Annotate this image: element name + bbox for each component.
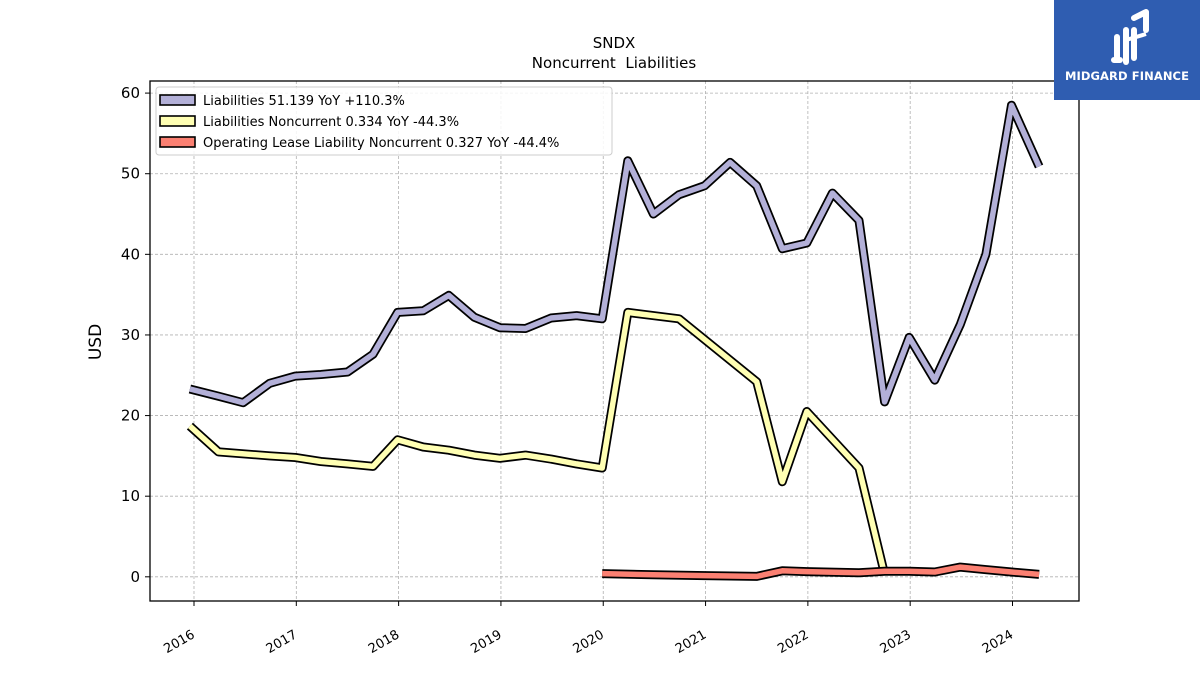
y-tick-label: 60: [121, 84, 140, 102]
brand-logo: MIDGARD FINANCE: [1054, 0, 1200, 100]
grid-lines: [150, 81, 1079, 601]
x-tick-label: 2021: [673, 627, 709, 657]
x-tick-label: 2022: [775, 627, 811, 657]
chart-title: SNDX: [593, 34, 636, 52]
legend-swatch-0: [159, 94, 196, 106]
plot-frame: [149, 80, 1080, 602]
legend-box: [155, 86, 613, 156]
legend-label-0: Liabilities 51.139 YoY +110.3%: [203, 94, 405, 109]
series-lines: [186, 100, 1044, 581]
x-tick-label: 2018: [366, 627, 402, 657]
series-line-2: [602, 564, 1040, 580]
legend[interactable]: Liabilities 51.139 YoY +110.3% Liabilitie…: [155, 86, 613, 156]
x-tick-label: 2020: [571, 627, 607, 657]
series-outline-1: [186, 307, 889, 576]
logo-mark-icon: [1111, 9, 1149, 65]
y-tick-label: 20: [121, 407, 140, 425]
legend-swatch-2: [159, 136, 196, 148]
logo-text: MIDGARD FINANCE: [1064, 69, 1190, 83]
y-tick-label: 40: [121, 245, 140, 263]
chart-subtitle: Noncurrent Liabilities: [532, 54, 697, 72]
legend-swatch-1: [159, 115, 196, 127]
series-line-1: [188, 309, 888, 575]
y-tick-label: 10: [121, 487, 140, 505]
x-tick-label: 2016: [161, 627, 197, 657]
x-tick-label: 2019: [468, 627, 504, 657]
y-axis-label: USD: [86, 324, 106, 360]
x-tick-label: 2017: [264, 627, 300, 657]
y-tick-label: 50: [121, 165, 140, 183]
series-line-0: [189, 102, 1042, 406]
legend-label-2: Operating Lease Liability Noncurrent 0.3…: [203, 136, 559, 151]
x-tick-label: 2024: [980, 627, 1016, 657]
legend-label-1: Liabilities Noncurrent 0.334 YoY -44.3%: [203, 115, 459, 130]
y-tick-label: 30: [121, 326, 140, 344]
y-tick-label: 0: [130, 568, 140, 586]
x-tick-label: 2023: [878, 627, 914, 657]
